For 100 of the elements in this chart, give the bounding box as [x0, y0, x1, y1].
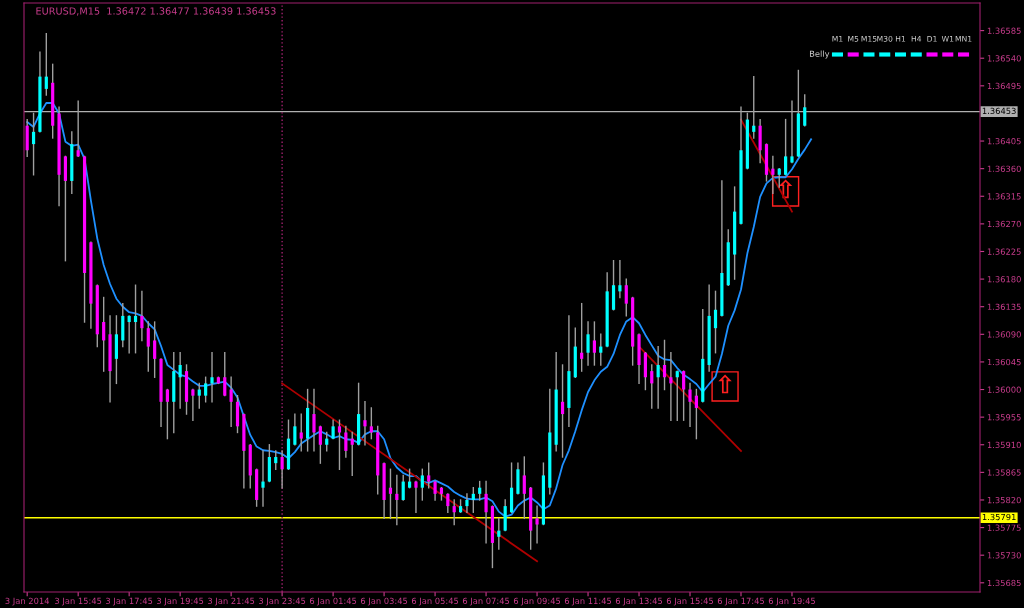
- x-tick-label: 3 Jan 17:45: [106, 597, 153, 606]
- candlestick: [210, 352, 214, 403]
- y-tick-label: 1.35730: [987, 552, 1021, 559]
- y-tick-label: 1.36495: [987, 82, 1021, 90]
- ref-line-label: 1.35791: [982, 513, 1016, 521]
- x-tick-label: 6 Jan 03:45: [360, 597, 408, 606]
- candlestick: [662, 339, 667, 391]
- candlestick: [178, 352, 182, 409]
- y-tick-label: 1.36270: [987, 220, 1021, 228]
- candlestick: [790, 100, 794, 164]
- candlestick: [427, 462, 431, 489]
- candlestick: [153, 321, 157, 378]
- candlestick: [165, 388, 169, 440]
- ref-line-label: 1.36453: [982, 107, 1016, 115]
- candlestick: [401, 474, 405, 501]
- y-tick-label: 1.35775: [987, 524, 1021, 531]
- y-tick-label: 1.36405: [987, 138, 1021, 145]
- candlestick: [140, 290, 144, 342]
- x-tick-label: 6 Jan 01:45: [309, 597, 357, 606]
- candlestick: [752, 75, 756, 139]
- candlestick: [127, 315, 131, 354]
- x-tick-label: 6 Jan 17:45: [717, 597, 764, 606]
- x-tick-label: 3 Jan 21:45: [208, 597, 255, 606]
- y-tick-label: 1.35685: [987, 579, 1021, 587]
- x-tick-label: 3 Jan 2014: [5, 597, 50, 606]
- candlestick: [363, 401, 367, 446]
- candlestick: [388, 468, 393, 520]
- x-tick-label: 6 Jan 15:45: [666, 597, 714, 606]
- candlestick: [420, 468, 424, 501]
- candlestick: [344, 425, 348, 458]
- candlestick: [713, 290, 718, 354]
- candlestick: [669, 352, 673, 421]
- candlestick: [803, 94, 807, 127]
- x-tick-label: 6 Jan 05:45: [411, 597, 459, 606]
- y-tick-label: 1.36540: [987, 55, 1021, 62]
- x-tick-label: 3 Jan 19:45: [157, 597, 204, 606]
- candlestick: [204, 376, 208, 403]
- candlestick: [299, 413, 303, 452]
- candlestick: [535, 505, 539, 544]
- candlestick: [280, 450, 284, 489]
- y-tick-label: 1.36585: [987, 27, 1021, 34]
- y-tick-label: 1.36090: [987, 331, 1021, 338]
- candlestick: [414, 480, 418, 513]
- candlestick: [471, 487, 475, 513]
- x-tick-label: 6 Jan 07:45: [462, 597, 510, 606]
- candlestick: [682, 370, 686, 421]
- candlestick: [229, 376, 233, 428]
- candlestick: [522, 456, 526, 520]
- candlestick: [465, 493, 469, 513]
- x-tick-label: 6 Jan 09:45: [513, 597, 561, 606]
- candlestick: [624, 278, 628, 317]
- y-tick-label: 1.36315: [987, 193, 1021, 200]
- candlestick: [560, 364, 565, 458]
- candlestick: [484, 480, 488, 544]
- candlestick: [446, 493, 450, 513]
- x-tick-label: 6 Jan 11:45: [564, 597, 612, 606]
- candlestick: [369, 407, 373, 440]
- annotation: Belly: [809, 50, 830, 59]
- candlestick: [102, 296, 106, 372]
- candlestick: [592, 321, 597, 366]
- candlestick: [312, 388, 316, 452]
- candlestick: [586, 321, 590, 366]
- x-tick-label: 3 Jan 23:45: [259, 597, 306, 606]
- y-tick-label: 1.36045: [987, 358, 1021, 366]
- y-tick-label: 1.35955: [987, 414, 1021, 421]
- y-tick-label: 1.36225: [987, 248, 1021, 255]
- candlestick: [44, 32, 48, 96]
- y-tick-label: 1.36180: [987, 276, 1021, 283]
- candlestick: [777, 167, 781, 188]
- candlestick: [784, 118, 788, 176]
- x-tick-label: 3 Jan 15:45: [55, 597, 102, 606]
- candlestick: [197, 382, 201, 409]
- candlestick: [395, 474, 399, 526]
- candlestick: [146, 321, 150, 372]
- y-tick-label: 1.36135: [987, 303, 1021, 310]
- y-tick-label: 1.36360: [987, 165, 1021, 172]
- y-tick-label: 1.35865: [987, 469, 1021, 476]
- y-tick-label: 1.36000: [987, 386, 1021, 393]
- x-tick-label: 6 Jan 19:45: [768, 597, 815, 606]
- candlestick: [261, 450, 265, 507]
- candlestick: [650, 364, 654, 409]
- candlestick: [771, 155, 775, 194]
- candlestick: [688, 382, 692, 428]
- candlestick: [337, 419, 342, 470]
- candlestick: [191, 388, 195, 421]
- candlestick: [694, 388, 698, 440]
- candlestick: [31, 112, 36, 176]
- candlestick: [478, 480, 482, 501]
- chart-title: EURUSD,M15 1.36472 1.36477 1.36439 1.36453: [36, 7, 276, 16]
- candlestick: [656, 345, 660, 409]
- candlestick: [580, 302, 584, 372]
- annotation: ⇧: [718, 374, 732, 394]
- candlestick: [452, 499, 456, 526]
- candlestick: [350, 431, 354, 477]
- candlestick: [675, 370, 679, 421]
- candlestick: [223, 352, 227, 397]
- candlestick: [133, 284, 138, 354]
- line-series: [26, 102, 813, 518]
- candlestick: [293, 413, 297, 446]
- candlestick: [325, 431, 329, 452]
